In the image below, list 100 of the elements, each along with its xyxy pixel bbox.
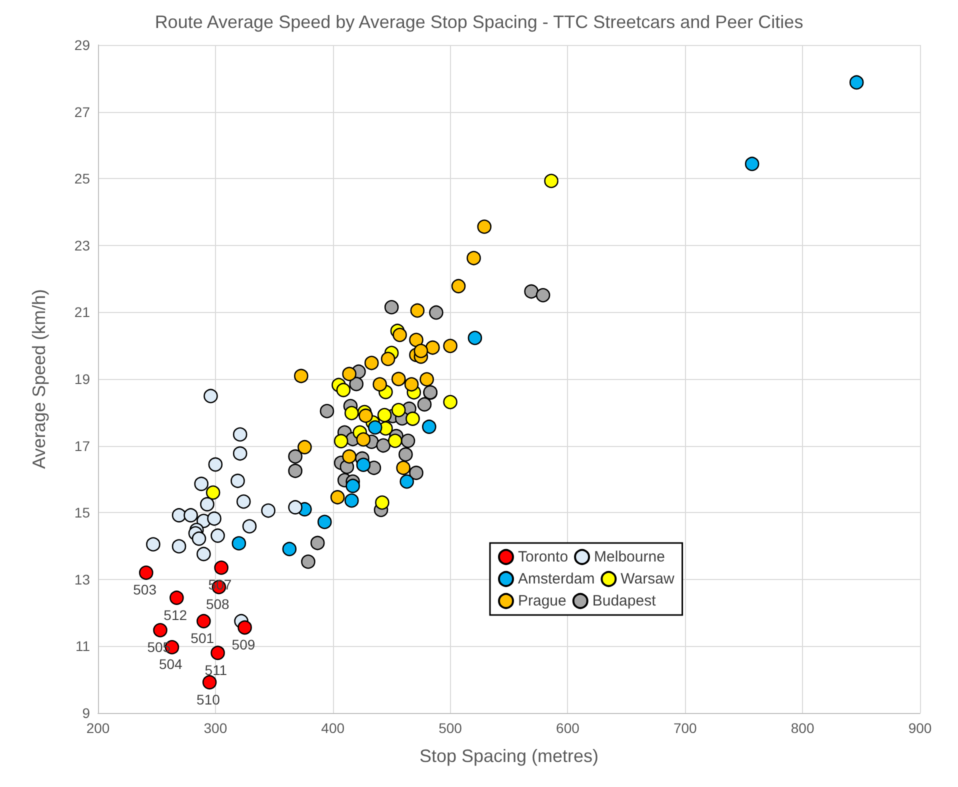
point — [406, 412, 420, 426]
x-tick-label: 200 — [86, 720, 110, 736]
point — [409, 466, 424, 480]
y-axis-title: Average Speed (km/h) — [29, 289, 49, 469]
annotation: 503 — [133, 582, 157, 598]
point — [392, 328, 407, 342]
point — [384, 300, 399, 314]
point — [202, 675, 217, 690]
point — [170, 590, 184, 605]
point — [344, 406, 359, 420]
legend-label: Melbourne — [594, 548, 665, 566]
point — [342, 449, 356, 464]
point — [391, 402, 406, 418]
point — [426, 340, 440, 355]
point — [146, 537, 160, 552]
point — [210, 528, 225, 543]
point — [849, 75, 864, 90]
point — [192, 532, 206, 546]
point — [320, 404, 334, 418]
annotation: 504 — [158, 656, 183, 672]
point — [388, 434, 402, 448]
point — [288, 464, 302, 478]
point — [377, 408, 392, 422]
point — [398, 447, 413, 462]
x-tick-label: 300 — [204, 720, 228, 736]
point — [214, 560, 228, 575]
y-tick-label: 15 — [74, 504, 90, 521]
point — [242, 519, 257, 534]
y-tick-label: 21 — [74, 304, 90, 320]
point — [200, 497, 214, 512]
point — [368, 420, 382, 435]
point — [172, 539, 186, 554]
point — [356, 458, 371, 472]
annotation: 507 — [208, 576, 232, 593]
point — [196, 546, 211, 562]
point — [376, 438, 390, 453]
x-tick-label: 600 — [556, 720, 580, 736]
point — [744, 156, 760, 172]
point — [410, 303, 425, 318]
x-tick-label: 700 — [673, 720, 698, 736]
legend-label: Toronto — [518, 548, 568, 566]
x-tick-label: 400 — [321, 720, 345, 736]
point — [330, 490, 345, 504]
point — [391, 372, 406, 386]
annotation: 510 — [196, 691, 220, 708]
y-tick-label: 9 — [82, 705, 90, 721]
point — [288, 449, 302, 464]
y-tick-label: 19 — [74, 371, 90, 387]
point — [336, 382, 351, 398]
point — [536, 288, 550, 302]
point — [196, 614, 211, 628]
point — [282, 542, 297, 556]
point — [429, 305, 444, 320]
point — [358, 408, 373, 423]
x-tick-label: 500 — [438, 720, 462, 736]
legend-label: Budapest — [592, 592, 657, 610]
point — [409, 332, 424, 348]
point — [288, 500, 302, 514]
point — [208, 457, 223, 472]
point — [294, 368, 308, 384]
point — [232, 427, 248, 442]
legend-label: Amsterdam — [518, 570, 595, 588]
point — [204, 388, 218, 404]
point — [477, 220, 492, 234]
point — [396, 460, 410, 475]
point — [301, 554, 316, 569]
x-axis-title: Stop Spacing (metres) — [419, 746, 599, 766]
point — [207, 511, 222, 526]
point — [364, 356, 379, 370]
point — [417, 397, 432, 412]
point — [443, 394, 458, 410]
point — [238, 620, 252, 635]
point — [451, 279, 466, 294]
point — [153, 623, 168, 638]
point — [310, 536, 325, 550]
point — [346, 478, 360, 494]
point — [298, 440, 312, 454]
point — [468, 330, 482, 346]
point — [210, 646, 225, 660]
annotation: 508 — [206, 596, 230, 612]
point — [318, 514, 332, 530]
point — [404, 377, 419, 392]
point — [344, 493, 359, 508]
y-tick-label: 27 — [74, 104, 90, 120]
point — [172, 508, 186, 522]
point — [342, 366, 356, 382]
point — [356, 432, 371, 447]
point — [334, 434, 348, 448]
point — [349, 376, 364, 392]
annotation: 501 — [190, 630, 214, 646]
point — [139, 566, 154, 580]
y-tick-label: 11 — [75, 638, 90, 654]
point — [194, 476, 208, 492]
point — [400, 474, 414, 489]
point — [400, 434, 416, 448]
point — [206, 485, 220, 500]
point — [232, 446, 248, 461]
annotation: 511 — [204, 662, 228, 678]
point — [443, 338, 458, 354]
y-tick-label: 13 — [74, 571, 90, 588]
